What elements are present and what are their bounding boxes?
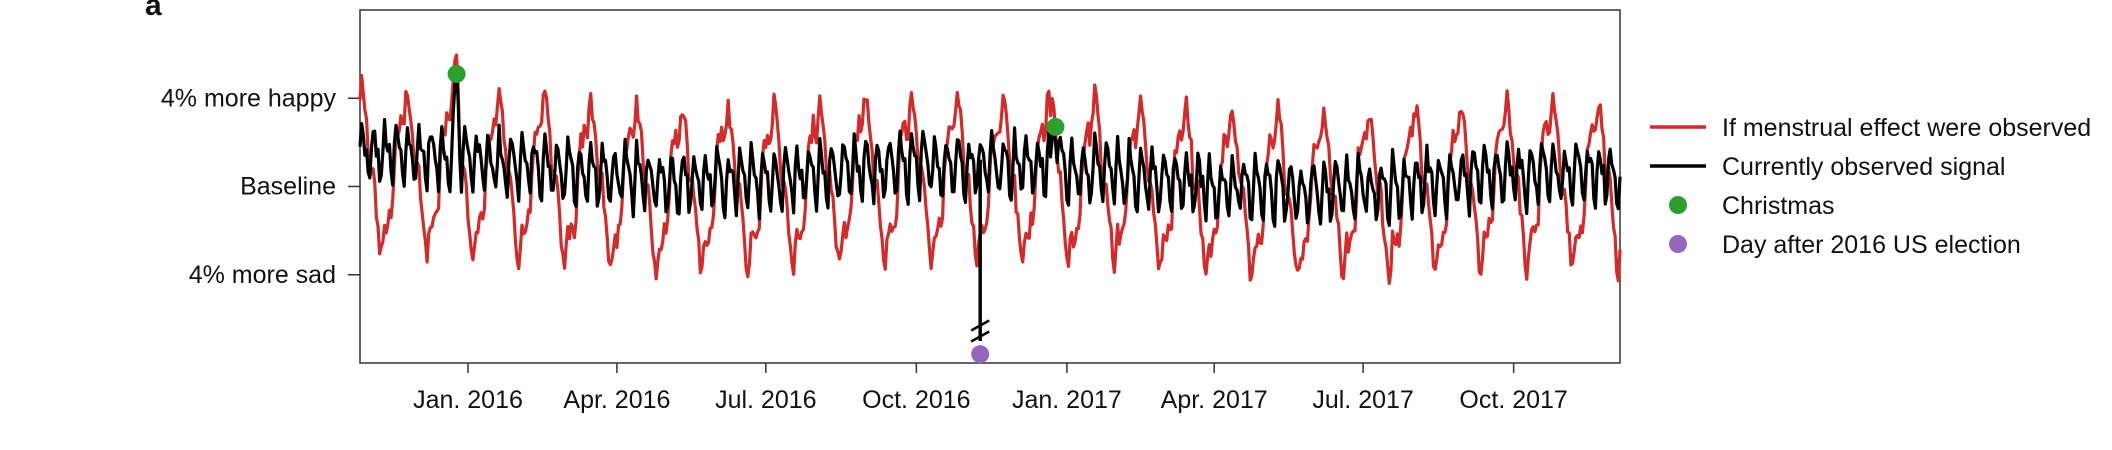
y-tick-label: 4% more happy <box>161 84 337 112</box>
christmas-marker <box>1046 117 1065 136</box>
plot-area <box>358 53 1622 364</box>
x-tick-label: Oct. 2017 <box>1459 386 1567 414</box>
y-tick-label: 4% more sad <box>189 261 336 289</box>
x-tick-label: Apr. 2016 <box>563 386 670 414</box>
x-axis: Jan. 2016 Apr. 2016 Jul. 2016 Oct. 2016 Jan.… <box>413 363 1568 414</box>
legend-swatch <box>1669 235 1687 253</box>
legend-label: Day after 2016 US election <box>1722 231 2021 259</box>
x-tick-label: Jul. 2016 <box>715 386 816 414</box>
y-tick-label: Baseline <box>240 173 336 201</box>
x-tick-label: Oct. 2016 <box>862 386 970 414</box>
legend-label: If menstrual effect were observed <box>1722 114 2091 142</box>
panel-label: a <box>145 0 162 22</box>
series-line-observed <box>358 65 1622 228</box>
x-tick-label: Jan. 2017 <box>1012 386 1122 414</box>
axis-break-mark <box>970 330 990 343</box>
christmas-marker <box>447 64 466 83</box>
legend-label: Currently observed signal <box>1722 153 2005 181</box>
x-tick-label: Jan. 2016 <box>413 386 523 414</box>
axis-break-mark <box>970 319 990 332</box>
legend-label: Christmas <box>1722 192 1835 220</box>
y-axis: 4% more happy Baseline 4% more sad <box>161 84 360 289</box>
legend-swatch <box>1669 196 1687 214</box>
legend: If menstrual effect were observed Current… <box>1650 114 2091 259</box>
x-tick-label: Apr. 2017 <box>1161 386 1268 414</box>
x-tick-label: Jul. 2017 <box>1312 386 1413 414</box>
election-marker <box>971 345 990 364</box>
